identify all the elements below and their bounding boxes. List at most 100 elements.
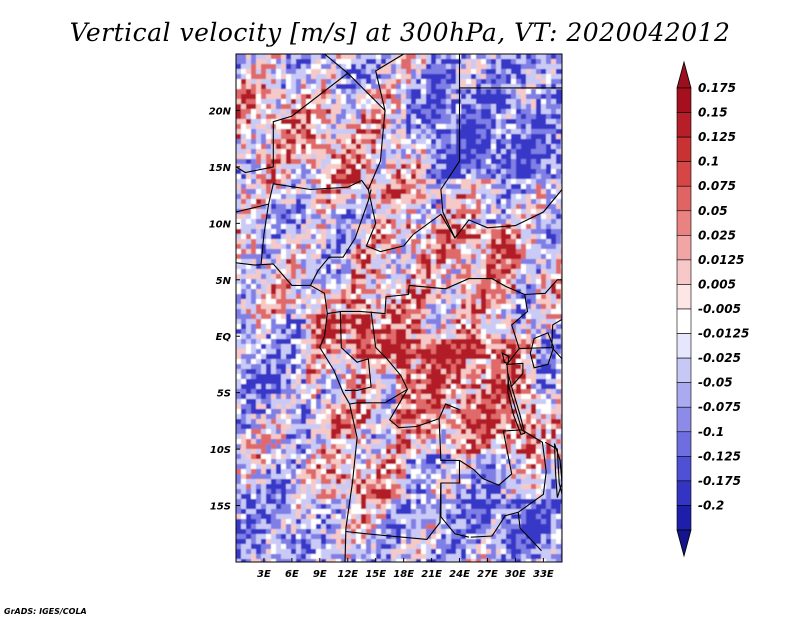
field-cell — [261, 359, 267, 365]
field-cell — [276, 144, 282, 150]
field-cell — [396, 109, 402, 115]
field-cell — [331, 74, 337, 80]
field-cell — [516, 414, 522, 420]
field-cell — [491, 314, 497, 320]
field-cell — [256, 184, 262, 190]
field-cell — [346, 199, 352, 205]
field-cell — [391, 429, 397, 435]
field-cell — [336, 69, 342, 75]
field-cell — [376, 269, 382, 275]
field-cell — [451, 64, 457, 70]
field-cell — [466, 274, 472, 280]
field-cell — [341, 399, 347, 405]
field-cell — [446, 264, 452, 270]
field-cell — [311, 299, 317, 305]
field-cell — [536, 154, 542, 160]
field-cell — [311, 399, 317, 405]
field-cell — [276, 269, 282, 275]
field-cell — [396, 299, 402, 305]
field-cell — [511, 109, 517, 115]
field-cell — [481, 79, 487, 85]
field-cell — [286, 349, 292, 355]
field-cell — [476, 349, 482, 355]
field-cell — [421, 179, 427, 185]
field-cell — [296, 219, 302, 225]
field-cell — [531, 409, 537, 415]
field-cell — [531, 139, 537, 145]
field-cell — [426, 149, 432, 155]
field-cell — [531, 289, 537, 295]
field-cell — [406, 59, 412, 65]
field-cell — [471, 414, 477, 420]
field-cell — [416, 99, 422, 105]
field-cell — [401, 154, 407, 160]
field-cell — [306, 244, 312, 250]
field-cell — [331, 129, 337, 135]
field-cell — [451, 379, 457, 385]
field-cell — [271, 109, 277, 115]
field-cell — [271, 429, 277, 435]
field-cell — [411, 419, 417, 425]
field-cell — [556, 119, 562, 125]
field-cell — [406, 419, 412, 425]
field-cell — [441, 219, 447, 225]
field-cell — [541, 419, 547, 425]
field-cell — [521, 209, 527, 215]
field-cell — [396, 139, 402, 145]
field-cell — [471, 69, 477, 75]
field-cell — [421, 114, 427, 120]
field-cell — [331, 344, 337, 350]
field-cell — [461, 154, 467, 160]
field-cell — [551, 209, 557, 215]
field-cell — [501, 214, 507, 220]
field-cell — [501, 174, 507, 180]
field-cell — [476, 79, 482, 85]
field-cell — [471, 54, 477, 60]
field-cell — [326, 394, 332, 400]
field-cell — [381, 94, 387, 100]
field-cell — [291, 309, 297, 315]
field-cell — [236, 239, 242, 245]
field-cell — [461, 344, 467, 350]
field-cell — [416, 299, 422, 305]
field-cell — [276, 69, 282, 75]
field-cell — [391, 104, 397, 110]
field-cell — [276, 234, 282, 240]
field-cell — [321, 179, 327, 185]
field-cell — [501, 334, 507, 340]
field-cell — [306, 349, 312, 355]
field-cell — [551, 89, 557, 95]
field-cell — [401, 264, 407, 270]
field-cell — [386, 69, 392, 75]
field-cell — [236, 219, 242, 225]
field-cell — [321, 424, 327, 430]
field-cell — [506, 239, 512, 245]
field-cell — [461, 304, 467, 310]
field-cell — [411, 194, 417, 200]
field-cell — [411, 179, 417, 185]
field-cell — [246, 384, 252, 390]
field-cell — [446, 329, 452, 335]
field-cell — [346, 159, 352, 165]
field-cell — [416, 79, 422, 85]
field-cell — [346, 279, 352, 285]
field-cell — [451, 184, 457, 190]
field-cell — [261, 404, 267, 410]
field-cell — [361, 314, 367, 320]
field-cell — [476, 139, 482, 145]
field-cell — [371, 124, 377, 130]
field-cell — [481, 104, 487, 110]
field-cell — [411, 99, 417, 105]
field-cell — [486, 274, 492, 280]
field-cell — [531, 389, 537, 395]
field-cell — [326, 149, 332, 155]
field-cell — [496, 359, 502, 365]
field-cell — [326, 59, 332, 65]
field-cell — [366, 414, 372, 420]
field-cell — [506, 164, 512, 170]
field-cell — [256, 374, 262, 380]
field-cell — [326, 364, 332, 370]
field-cell — [351, 219, 357, 225]
field-cell — [291, 99, 297, 105]
field-cell — [276, 369, 282, 375]
